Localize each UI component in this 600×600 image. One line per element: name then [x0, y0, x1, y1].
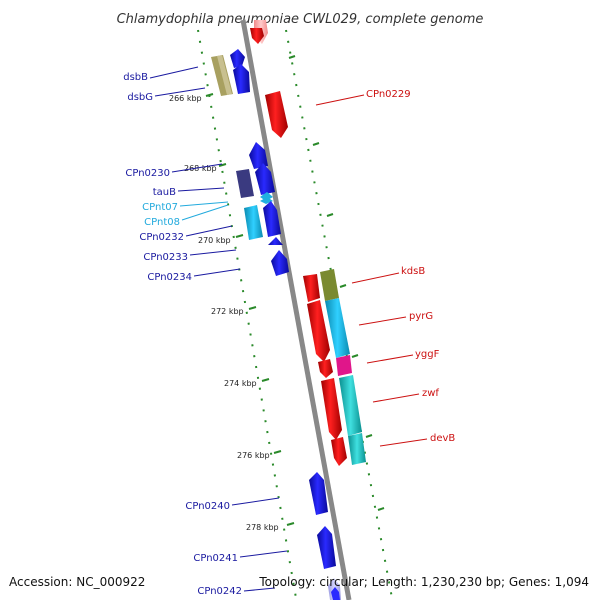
tick-mark [312, 142, 320, 146]
gene-labels-right: CPn0229 kdsB pyrG yggF zwf devB [366, 89, 455, 444]
tick-mark [273, 450, 282, 454]
leader-cpn0240 [231, 497, 280, 506]
tick-mark [377, 507, 385, 511]
leader-cpn0241 [239, 550, 288, 558]
gene-label-devb[interactable]: devB [430, 433, 455, 444]
leader-kdsb [351, 272, 400, 284]
tick-label: 274 kbp [224, 379, 257, 388]
gene-arrow-dsbg[interactable] [233, 64, 250, 94]
map-title: Chlamydophila pneumoniae CWL029, complet… [117, 12, 484, 27]
gene-label-dsbb[interactable]: dsbB [123, 72, 148, 83]
tick-mark [351, 354, 359, 358]
leader-cpn0242 [243, 587, 276, 592]
tick-mark [261, 378, 270, 382]
gene-block-zwf[interactable] [339, 375, 362, 436]
leader-lines-left [149, 66, 288, 592]
tick-marks [205, 55, 385, 526]
gene-label-cpn0234[interactable]: CPn0234 [147, 272, 192, 283]
gene-label-taub[interactable]: tauB [153, 187, 176, 198]
tick-mark [205, 93, 214, 97]
tick-label: 278 kbp [246, 523, 279, 532]
gene-arrow-kdsb-red[interactable] [303, 274, 320, 302]
gene-label-cpn0240[interactable]: CPn0240 [185, 501, 230, 512]
gene-arrow-dsbb[interactable] [230, 49, 245, 68]
leader-cpn0230 [171, 163, 223, 173]
tick-mark [288, 55, 296, 59]
tick-mark [286, 522, 295, 526]
genome-backbone [240, 19, 352, 600]
gene-features-blue [230, 49, 341, 600]
gene-block-cpn0232[interactable] [244, 205, 263, 240]
gene-arrow-yggf-red[interactable] [318, 359, 333, 378]
leader-cpn0232 [185, 225, 233, 237]
gene-labels-left: dsbB dsbG CPn0230 tauB CPnt07 CPnt08 CPn… [123, 72, 242, 597]
tick-mark [326, 213, 334, 217]
gene-arrow-cpn0240[interactable] [309, 472, 328, 515]
gene-arrow-zwf-red[interactable] [321, 378, 342, 440]
tick-label: 276 kbp [237, 451, 270, 460]
gene-arrow-devb-red[interactable] [331, 437, 347, 466]
gene-block-yggf[interactable] [336, 355, 352, 376]
leader-dsbb [149, 66, 199, 79]
gene-label-zwf[interactable]: zwf [422, 388, 439, 399]
gene-arrow-cpn0234[interactable] [271, 250, 289, 276]
tick-mark [218, 163, 227, 167]
leader-cpn0229 [315, 94, 365, 106]
accession-text: Accession: NC_000922 [9, 575, 145, 589]
tick-mark [365, 434, 373, 438]
leader-cpn0233 [189, 249, 237, 256]
gene-label-cpn0230[interactable]: CPn0230 [125, 168, 170, 179]
tick-labels: 266 kbp 268 kbp 270 kbp 272 kbp 274 kbp … [169, 94, 279, 532]
tick-mark [235, 234, 244, 238]
gene-arrow-pyrg-red[interactable] [307, 300, 330, 362]
tick-label: 270 kbp [198, 236, 231, 245]
gene-arrow-cpn0241[interactable] [317, 526, 336, 569]
gene-label-cpn0241[interactable]: CPn0241 [193, 553, 238, 564]
gene-label-cpn0232[interactable]: CPn0232 [139, 232, 184, 243]
gene-arrow-cpnt07[interactable] [260, 192, 273, 201]
gene-label-cpnt08[interactable]: CPnt08 [144, 217, 180, 228]
gene-arrow-partial-red[interactable] [250, 28, 264, 44]
leader-cpnt07 [179, 201, 229, 207]
leader-dsbg [154, 87, 206, 97]
leader-lines-right [315, 94, 428, 447]
gene-arrow-cpn0232[interactable] [263, 201, 281, 237]
gene-block-cpn0230[interactable] [236, 169, 254, 198]
gene-block-devb[interactable] [348, 433, 366, 465]
gene-arrow-cpn0230[interactable] [249, 142, 268, 169]
gene-label-dsbg[interactable]: dsbG [127, 92, 153, 103]
leader-cpn0234 [193, 268, 241, 277]
leader-zwf [372, 393, 420, 403]
tick-label: 268 kbp [184, 164, 217, 173]
gene-block-kdsb[interactable] [320, 269, 339, 301]
gene-arrow-cpn0233[interactable] [268, 237, 283, 245]
leader-devb [379, 438, 428, 447]
topology-text: Topology: circular; Length: 1,230,230 bp… [258, 575, 589, 589]
gene-label-kdsb[interactable]: kdsB [401, 266, 425, 277]
tick-label: 272 kbp [211, 307, 244, 316]
gene-label-cpn0233[interactable]: CPn0233 [143, 252, 188, 263]
leader-yggf [366, 354, 414, 364]
tick-mark [248, 306, 257, 310]
gene-features-red [250, 20, 347, 466]
gene-label-pyrg[interactable]: pyrG [409, 311, 433, 322]
gene-arrow-cpn0242-inner[interactable] [331, 587, 340, 600]
gene-label-cpn0242[interactable]: CPn0242 [197, 586, 242, 597]
gene-block-dsbg[interactable] [217, 55, 232, 95]
gene-label-cpn0229[interactable]: CPn0229 [366, 89, 411, 100]
gene-arrow-cpn0229[interactable] [265, 91, 288, 138]
leader-cpnt08 [181, 204, 229, 221]
tick-label: 266 kbp [169, 94, 202, 103]
gene-arrow-taub[interactable] [255, 163, 275, 195]
leader-pyrg [358, 316, 407, 326]
tick-mark [339, 284, 347, 288]
gene-label-cpnt07[interactable]: CPnt07 [142, 202, 178, 213]
gene-block-pyrg[interactable] [325, 298, 350, 358]
gene-label-yggf[interactable]: yggF [415, 349, 440, 360]
leader-taub [177, 187, 225, 192]
gene-features-category [211, 55, 366, 465]
